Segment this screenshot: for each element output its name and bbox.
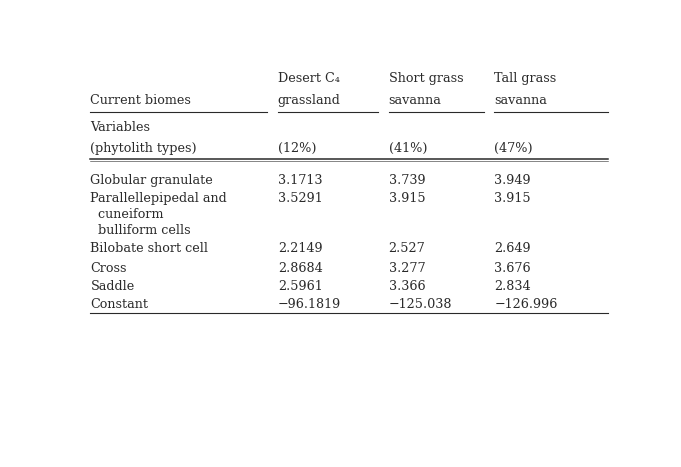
Text: −96.1819: −96.1819 xyxy=(278,297,341,311)
Text: Tall grass: Tall grass xyxy=(494,72,556,85)
Text: Variables: Variables xyxy=(91,121,151,134)
Text: Globular granulate: Globular granulate xyxy=(91,174,213,187)
Text: savanna: savanna xyxy=(389,94,441,107)
Text: 3.5291: 3.5291 xyxy=(278,191,323,205)
Text: (phytolith types): (phytolith types) xyxy=(91,142,197,156)
Text: Parallellepipedal and: Parallellepipedal and xyxy=(91,191,227,205)
Text: savanna: savanna xyxy=(494,94,547,107)
Text: Short grass: Short grass xyxy=(389,72,463,85)
Text: Desert C₄: Desert C₄ xyxy=(278,72,340,85)
Text: cuneiform: cuneiform xyxy=(91,208,164,221)
Text: 2.5961: 2.5961 xyxy=(278,280,323,293)
Text: 3.676: 3.676 xyxy=(494,262,530,275)
Text: 2.527: 2.527 xyxy=(389,242,426,255)
Text: (47%): (47%) xyxy=(494,142,533,156)
Text: 3.366: 3.366 xyxy=(389,280,425,293)
Text: Constant: Constant xyxy=(91,297,148,311)
Text: (41%): (41%) xyxy=(389,142,427,156)
Text: Saddle: Saddle xyxy=(91,280,135,293)
Text: 3.915: 3.915 xyxy=(389,191,425,205)
Text: 3.739: 3.739 xyxy=(389,174,425,187)
Text: −126.996: −126.996 xyxy=(494,297,558,311)
Text: bulliform cells: bulliform cells xyxy=(91,224,191,237)
Text: 2.8684: 2.8684 xyxy=(278,262,323,275)
Text: 3.949: 3.949 xyxy=(494,174,530,187)
Text: 2.834: 2.834 xyxy=(494,280,530,293)
Text: (12%): (12%) xyxy=(278,142,316,156)
Text: 3.277: 3.277 xyxy=(389,262,425,275)
Text: grassland: grassland xyxy=(278,94,340,107)
Text: 3.915: 3.915 xyxy=(494,191,530,205)
Text: −125.038: −125.038 xyxy=(389,297,452,311)
Text: 3.1713: 3.1713 xyxy=(278,174,322,187)
Text: 2.2149: 2.2149 xyxy=(278,242,322,255)
Text: Cross: Cross xyxy=(91,262,127,275)
Text: Current biomes: Current biomes xyxy=(91,94,191,107)
Text: 2.649: 2.649 xyxy=(494,242,530,255)
Text: Bilobate short cell: Bilobate short cell xyxy=(91,242,208,255)
